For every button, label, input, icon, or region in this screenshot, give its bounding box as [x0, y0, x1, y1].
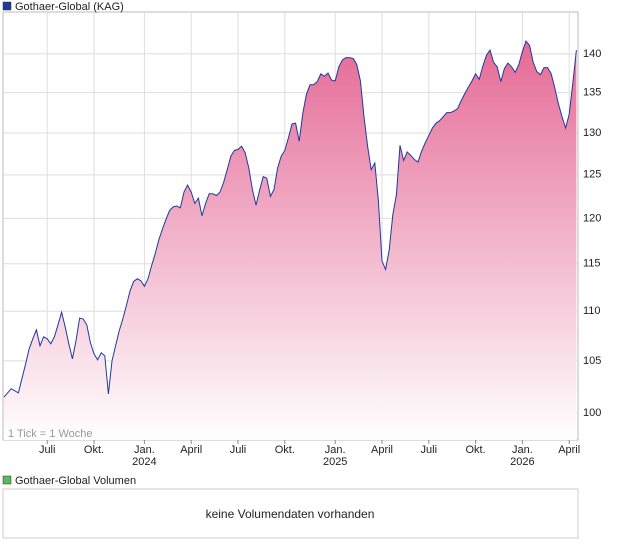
x-tick-label: April: [371, 444, 393, 456]
area-fill: [4, 40, 577, 440]
x-tick-label: Juli: [39, 444, 56, 456]
volume-legend-swatch: [2, 475, 12, 485]
x-tick-label: Okt.: [275, 444, 295, 456]
x-tick-label: Okt.: [84, 444, 104, 456]
price-line: [3, 39, 577, 398]
y-tick-label: 130: [583, 127, 601, 139]
x-tick-label: Jan.: [325, 444, 346, 456]
legend-label: Gothaer-Global (KAG): [15, 1, 124, 13]
volume-message: keine Volumendaten vorhanden: [206, 507, 375, 521]
y-tick-label: 125: [583, 169, 601, 181]
x-tick-label: Okt.: [466, 444, 486, 456]
x-year-label: 2024: [132, 456, 156, 468]
y-tick-label: 115: [583, 258, 601, 270]
x-year-label: 2026: [510, 456, 534, 468]
y-tick-label: 140: [583, 48, 601, 60]
volume-frame: [2, 488, 579, 539]
x-tick-label: April: [558, 444, 580, 456]
y-tick-label: 135: [583, 87, 601, 99]
x-tick-label: Jan.: [134, 444, 155, 456]
y-tick-label: 110: [583, 305, 601, 317]
x-tick-label: April: [180, 444, 202, 456]
x-tick-label: Juli: [230, 444, 247, 456]
data-layer: [3, 39, 577, 440]
y-tick-label: 120: [583, 212, 601, 224]
x-tick-label: Jan.: [512, 444, 533, 456]
volume-legend-label: Gothaer-Global Volumen: [15, 475, 136, 487]
x-year-label: 2025: [323, 456, 347, 468]
y-tick-label: 105: [583, 355, 601, 367]
legend-swatch: [2, 1, 12, 11]
annotation: 1 Tick = 1 Woche: [8, 428, 92, 440]
x-tick-label: Juli: [421, 444, 438, 456]
y-tick-label: 100: [583, 407, 601, 419]
